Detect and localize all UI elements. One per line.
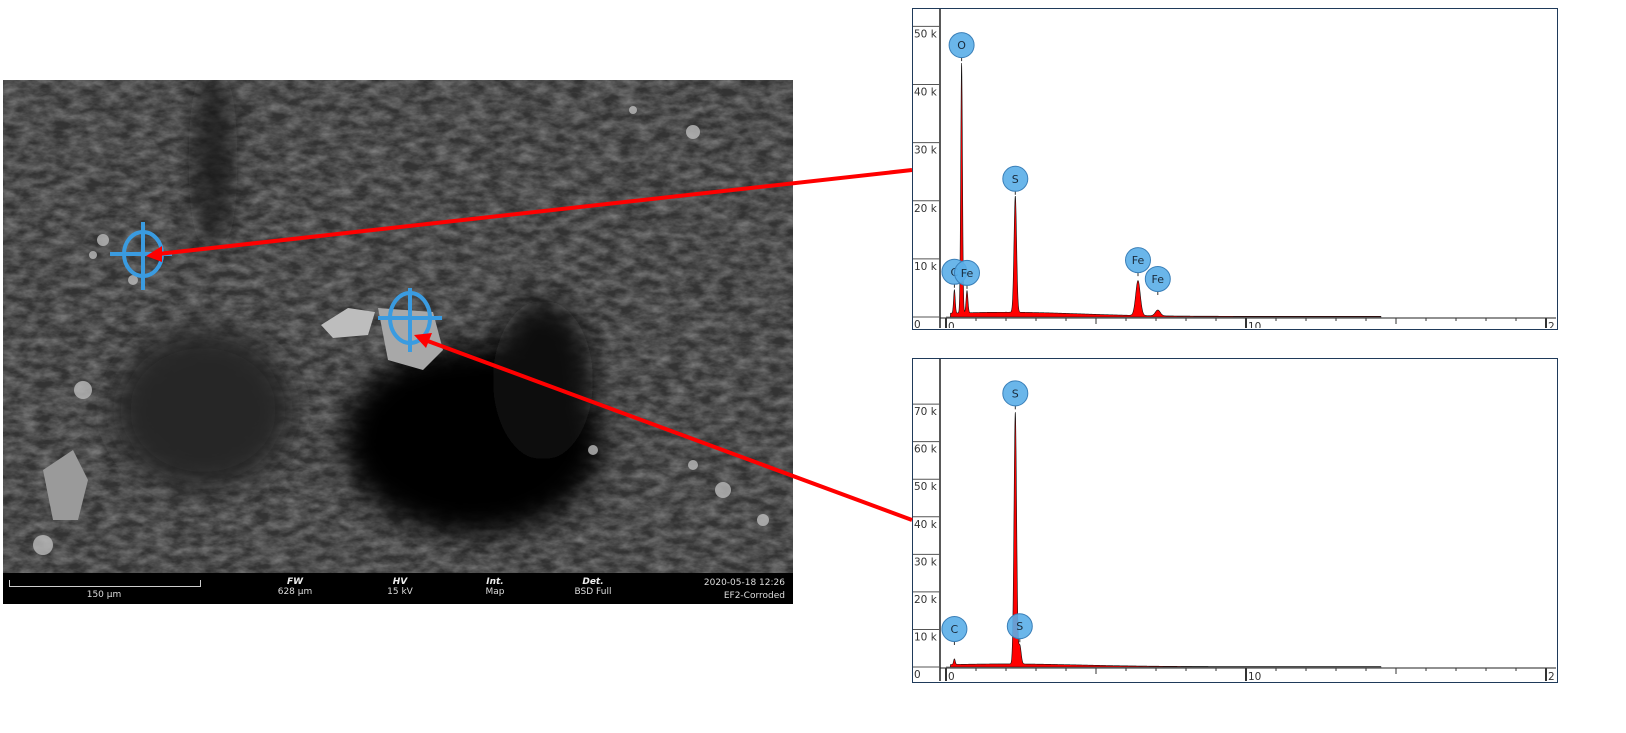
peak-label-circle <box>1006 613 1033 640</box>
y-tick-label: 70 k <box>914 406 938 418</box>
info-meta: 2020-05-18 12:26 EF2-Corroded <box>704 577 785 603</box>
x-tick-label: 0 <box>948 321 955 328</box>
y-tick-label: 0 <box>914 669 921 681</box>
sem-image <box>3 80 793 573</box>
y-tick-label: 40 k <box>914 519 938 531</box>
scale-bar-label: 150 µm <box>86 590 122 600</box>
sample-name: EF2-Corroded <box>723 591 785 601</box>
y-tick-label: 0 <box>914 319 921 328</box>
y-tick-label: 20 k <box>914 203 938 215</box>
peak-label-text: S <box>1016 620 1023 633</box>
y-tick-label: 30 k <box>914 145 938 157</box>
peak-label-text: S <box>1012 387 1019 400</box>
peak-label-c: C <box>941 616 968 645</box>
peak-label-s: S <box>1006 613 1033 643</box>
spectrum-area <box>946 62 1382 318</box>
y-tick-label: 50 k <box>914 481 938 493</box>
info-fw: FW 628 µm <box>277 577 313 597</box>
peak-label-circle <box>1125 247 1151 274</box>
peak-label-fe: Fe <box>1125 247 1151 277</box>
y-tick-label: 30 k <box>914 556 938 568</box>
info-det: Det. BSD Full <box>574 577 612 597</box>
peak-label-s: S <box>1002 380 1029 410</box>
x-tick-label: 10 <box>1248 671 1261 681</box>
y-tick-label: 50 k <box>914 28 938 40</box>
x-tick-label: 0 <box>948 671 955 681</box>
y-tick-label: 40 k <box>914 87 938 99</box>
peak-label-circle <box>1002 380 1029 407</box>
info-hv: HV 15 kV <box>387 577 413 597</box>
info-int: Int. Map <box>485 577 505 597</box>
x-tick-label: 2 <box>1548 671 1555 681</box>
peak-label-text: S <box>1012 173 1019 186</box>
peak-label-fe: Fe <box>1144 266 1171 295</box>
timestamp: 2020-05-18 12:26 <box>703 578 785 588</box>
peak-label-text: Fe <box>961 267 974 280</box>
y-tick-label: 10 k <box>914 631 938 643</box>
peak-label-circle <box>1144 266 1171 292</box>
peak-label-text: Fe <box>1132 254 1145 267</box>
y-tick-label: 60 k <box>914 444 938 456</box>
peak-label-circle <box>948 32 975 59</box>
peak-label-circle <box>941 616 968 642</box>
spectrum-area <box>946 412 1382 668</box>
scale-bar <box>9 580 201 587</box>
peak-label-text: C <box>951 623 959 636</box>
peak-label-text: Fe <box>1152 273 1165 286</box>
spectrum-1-svg: 010 k20 k30 k40 k50 k0102COFeSFeFe <box>913 9 1556 339</box>
sem-info-bar: 150 µm FW 628 µm HV 15 kV Int. Map Det. BSD … <box>3 573 793 604</box>
eds-spectrum-1: 010 k20 k30 k40 k50 k0102COFeSFeFe <box>912 8 1558 339</box>
peak-label-text: O <box>957 39 966 52</box>
peak-label-o: O <box>948 32 975 62</box>
x-tick-label: 2 <box>1548 321 1555 328</box>
peak-label-fe: Fe <box>954 259 980 289</box>
peak-label-circle <box>954 259 980 286</box>
eds-spectrum-2: 0 10 k 20 k 30 k 40 k 50 k 60 k 70 k 0 10 2 C S S <box>912 358 1558 689</box>
spectrum-2-svg: 0 10 k 20 k 30 k 40 k 50 k 60 k 70 k 0 10 2 C S S <box>913 359 1556 689</box>
peak-label-s: S <box>1002 165 1029 195</box>
y-tick-label: 20 k <box>914 594 938 606</box>
x-tick-label: 10 <box>1248 321 1261 328</box>
peak-label-circle <box>1002 165 1029 192</box>
y-tick-label: 10 k <box>914 261 938 273</box>
